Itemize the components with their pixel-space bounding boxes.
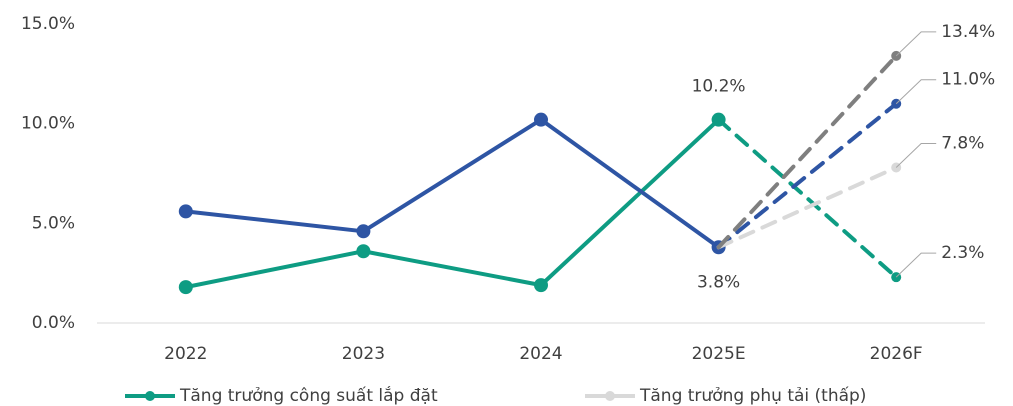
point (356, 244, 371, 259)
data-label: 11.0% (941, 70, 995, 90)
y-tick-label: 5.0% (32, 213, 75, 233)
x-tick-label: 2025E (692, 344, 746, 364)
data-label: 10.2% (692, 77, 746, 97)
x-tick-label: 2026F (870, 344, 923, 364)
point (534, 112, 548, 127)
data-label: 2.3% (941, 243, 984, 263)
leader-line (895, 252, 937, 278)
line-segment (716, 53, 899, 250)
leader-line (895, 79, 937, 105)
x-tick-label: 2022 (164, 344, 207, 364)
line-segment (716, 101, 899, 250)
leader-line (895, 31, 937, 57)
line-segment (183, 209, 366, 234)
x-tick-label: 2023 (342, 344, 385, 364)
line-segment (183, 249, 366, 290)
y-tick-label: 15.0% (21, 14, 75, 34)
line-segment (361, 249, 543, 288)
data-label: 13.4% (941, 22, 995, 42)
line-segment (716, 117, 899, 280)
line-segment (361, 117, 543, 234)
data-label: 7.8% (941, 134, 984, 154)
data-label: 3.8% (697, 272, 740, 292)
leader-line (895, 143, 937, 168)
line-segment (716, 165, 899, 250)
legend-marker (605, 391, 615, 401)
y-tick-label: 10.0% (21, 114, 75, 134)
line-segment (539, 117, 721, 288)
point (534, 278, 548, 293)
point (711, 112, 726, 127)
y-tick-label: 0.0% (32, 313, 75, 333)
legend-label: Tăng trưởng công suất lắp đặt (179, 385, 438, 406)
point (356, 224, 371, 239)
legend-marker (145, 391, 155, 401)
legend-label: Tăng trưởng phụ tải (thấp) (639, 385, 866, 406)
point (178, 280, 193, 295)
x-tick-label: 2024 (519, 344, 562, 364)
line-segment (539, 117, 721, 250)
point (178, 204, 193, 219)
